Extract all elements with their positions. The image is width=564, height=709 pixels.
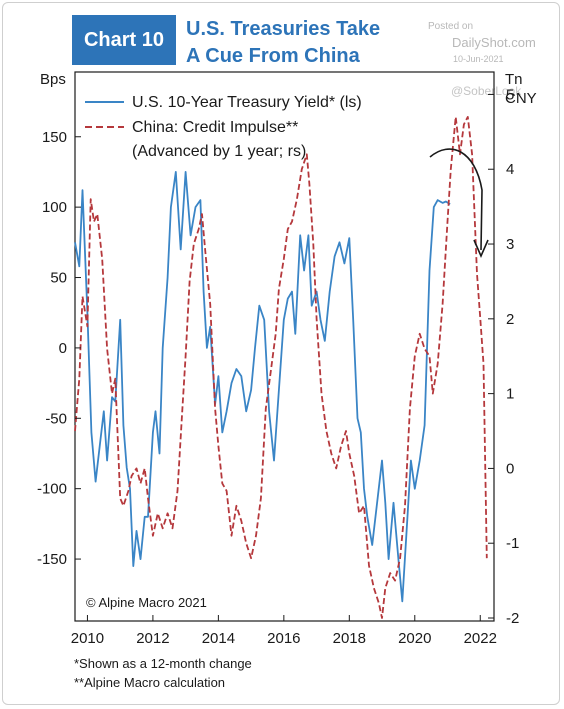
left-y-tick-label: -150 — [37, 551, 67, 568]
footnote-2: **Alpine Macro calculation — [74, 675, 226, 690]
chart-title-line1: U.S. Treasuries Take — [186, 18, 381, 40]
source-label: © Alpine Macro 2021 — [86, 595, 207, 610]
left-axis-unit: Bps — [40, 71, 66, 88]
right-y-tick-label: 3 — [506, 236, 514, 253]
left-y-tick-label: 150 — [42, 129, 67, 146]
plot-area-border — [74, 71, 495, 622]
x-tick-label: 2018 — [333, 630, 366, 647]
x-tick-label: 2022 — [464, 630, 497, 647]
chart-number-badge: Chart 10 — [72, 15, 176, 65]
left-y-tick-label: 0 — [59, 340, 67, 357]
right-axis-unit-line1: Tn — [505, 71, 523, 88]
x-tick-label: 2014 — [202, 630, 235, 647]
legend: U.S. 10-Year Treasury Yield* (ls) China:… — [85, 94, 362, 160]
left-y-tick-label: 100 — [42, 199, 67, 216]
x-tick-label: 2010 — [71, 630, 104, 647]
series-line-treasury-yield — [74, 170, 451, 603]
x-tick-label: 2020 — [398, 630, 431, 647]
trend-arrow-head — [473, 239, 489, 258]
right-y-tick-label: 0 — [506, 460, 514, 477]
legend-label-credit-impulse: China: Credit Impulse** (Advanced by 1 ye… — [132, 119, 306, 160]
right-y-tick-label: 5 — [506, 86, 514, 103]
series-line-credit-impulse — [74, 116, 488, 619]
right-axis-unit-line2: CNY — [505, 90, 537, 107]
watermark-posted-on: Posted on — [428, 21, 474, 32]
watermark-site: DailyShot.com — [452, 35, 536, 50]
right-y-tick-label: 2 — [506, 311, 514, 328]
left-y-tick-label: -50 — [45, 410, 67, 427]
left-y-tick-label: -100 — [37, 481, 67, 498]
right-y-tick-label: 1 — [506, 386, 514, 403]
footnote-1: *Shown as a 12-month change — [74, 656, 252, 671]
chart-title-line2: A Cue From China — [186, 45, 360, 67]
legend-label-treasury: U.S. 10-Year Treasury Yield* (ls) — [132, 94, 362, 111]
watermark-handle: @SoberLook — [451, 84, 522, 98]
right-y-tick-label: 4 — [506, 161, 514, 178]
right-y-tick-label: -1 — [506, 535, 519, 552]
right-y-tick-label: -2 — [506, 610, 519, 627]
trend-arrow — [429, 148, 483, 251]
chart-title: U.S. Treasuries Take A Cue From China — [186, 16, 380, 70]
x-tick-label: 2016 — [267, 630, 300, 647]
x-tick-label: 2012 — [136, 630, 169, 647]
left-y-tick-label: 50 — [50, 270, 67, 287]
watermark-date: 10-Jun-2021 — [453, 54, 504, 64]
